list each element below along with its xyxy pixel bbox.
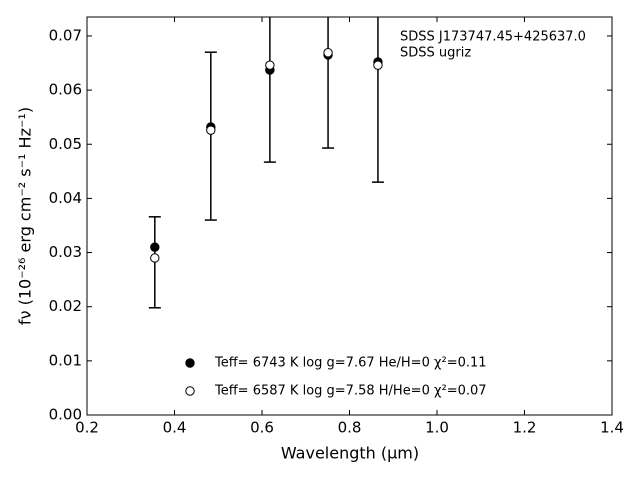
annotation: SDSS ugriz	[400, 46, 471, 61]
legend-label: Teff= 6743 K log g=7.67 He/H=0 χ²=0.11	[214, 356, 487, 371]
y-tick-label: 0.07	[49, 26, 82, 44]
data-point	[150, 242, 160, 252]
y-tick-label: 0.03	[49, 243, 82, 261]
data-point	[206, 125, 216, 135]
x-tick-label: 0.2	[75, 419, 99, 437]
legend-label: Teff= 6587 K log g=7.58 H/He=0 χ²=0.07	[214, 384, 487, 399]
legend-marker	[185, 386, 195, 396]
y-tick-label: 0.02	[49, 297, 82, 315]
x-tick-label: 0.8	[338, 419, 362, 437]
x-tick-label: 0.6	[250, 419, 274, 437]
data-point	[373, 60, 383, 70]
data-point	[323, 48, 333, 58]
x-tick-label: 1.4	[600, 419, 624, 437]
data-point	[150, 253, 160, 263]
x-tick-label: 1.2	[513, 419, 537, 437]
y-tick-label: 0.06	[49, 81, 82, 99]
x-axis-label: Wavelength (μm)	[281, 444, 419, 463]
legend-marker	[185, 358, 195, 368]
data-point	[265, 60, 275, 70]
y-tick-label: 0.05	[49, 135, 82, 153]
y-tick-label: 0.00	[49, 406, 82, 424]
x-tick-label: 1.0	[425, 419, 449, 437]
y-tick-label: 0.01	[49, 351, 82, 369]
x-tick-label: 0.4	[163, 419, 187, 437]
y-axis-label: fν (10⁻²⁶ erg cm⁻² s⁻¹ Hz⁻¹)	[16, 107, 35, 325]
y-tick-label: 0.04	[49, 189, 82, 207]
annotation: SDSS J173747.45+425637.0	[400, 30, 586, 45]
plot-area	[148, 17, 384, 309]
